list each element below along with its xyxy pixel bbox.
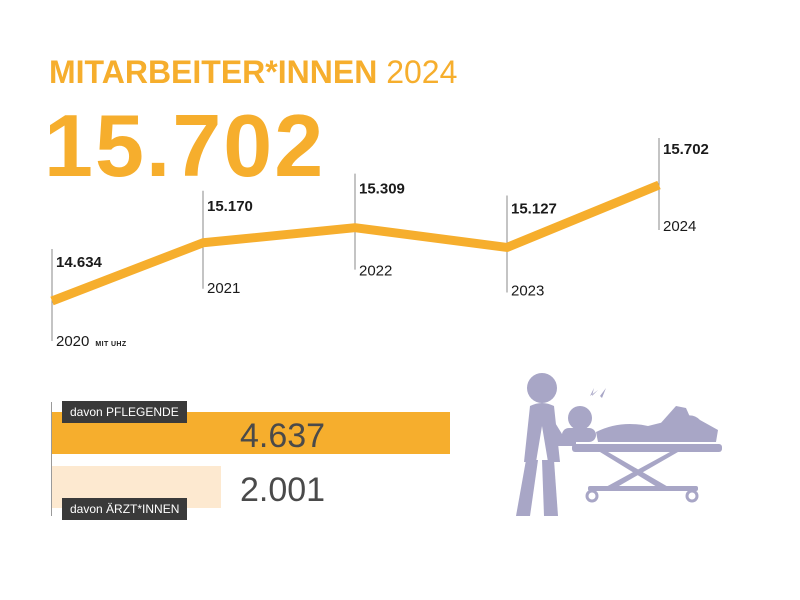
bar-value-pflegende: 4.637 <box>240 417 326 455</box>
chart-value-label-2023: 15.127 <box>511 200 557 217</box>
chart-value-label-2020: 14.634 <box>56 254 103 271</box>
chart-year-label-2020: 2020 MIT UHZ <box>56 333 127 350</box>
chart-label-group: 14.634 2020 MIT UHZ 15.170 2021 15.309 2022 15.… <box>56 141 709 350</box>
bar-axis-line <box>51 402 52 516</box>
page-title: MITARBEITER*INNEN 2024 <box>49 52 457 92</box>
chart-year-note: MIT UHZ <box>95 341 127 348</box>
chart-year-label-2021: 2021 <box>207 280 240 297</box>
chart-series-line <box>50 180 661 306</box>
chart-value-label-2021: 15.170 <box>207 198 253 215</box>
chart-tick-group <box>51 138 660 341</box>
chart-line-group <box>50 180 661 306</box>
bar-label-aerztinnen: davon ÄRZT*INNEN <box>62 498 188 520</box>
patient-stretcher-icon <box>516 373 722 516</box>
bar-label-pflegende: davon PFLEGENDE <box>62 401 187 423</box>
bar-value-aerztinnen: 2.001 <box>240 471 326 509</box>
chart-year-label-2022: 2022 <box>359 263 392 280</box>
title-text: MITARBEITER*INNEN <box>49 54 378 90</box>
chart-year-label-2023: 2023 <box>511 282 544 299</box>
headline-total: 15.702 <box>44 96 326 195</box>
chart-value-label-2022: 15.309 <box>359 181 405 198</box>
chart-year-label-2024: 2024 <box>663 218 696 235</box>
title-year: 2024 <box>386 54 458 90</box>
chart-value-label-2024: 15.702 <box>663 141 709 158</box>
